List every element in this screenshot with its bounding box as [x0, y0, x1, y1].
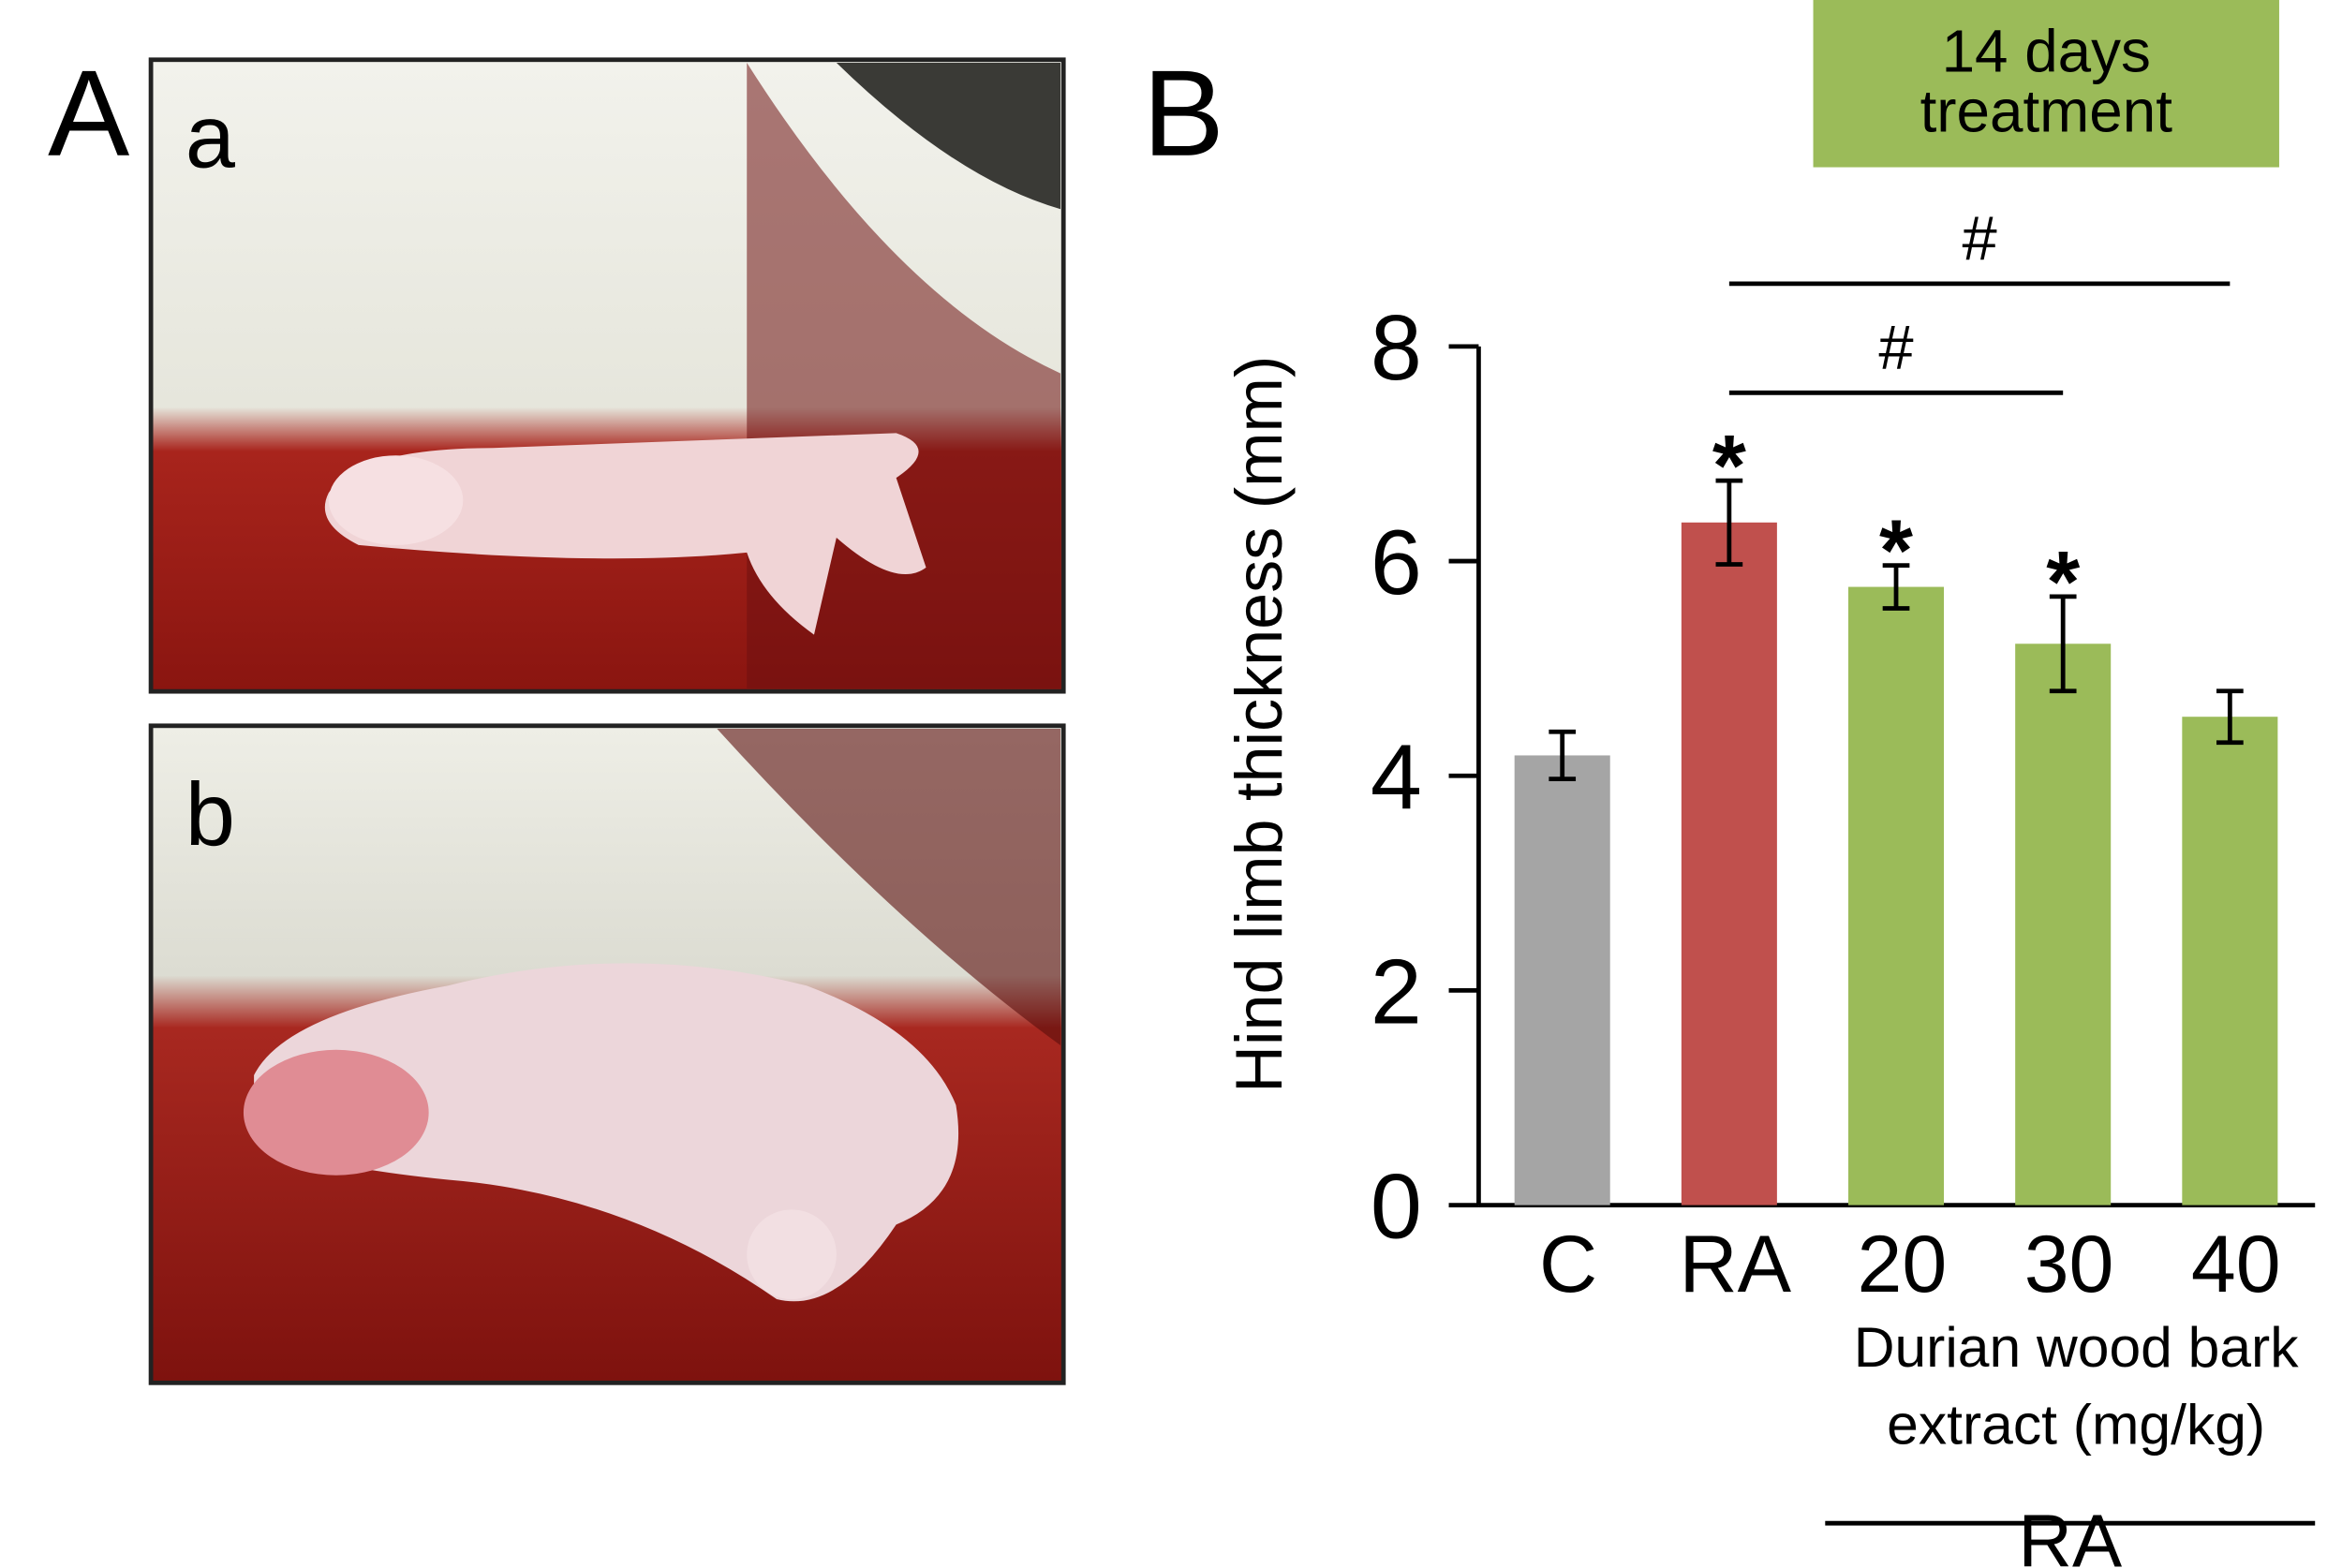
comparison-label: # — [1878, 313, 1913, 383]
photo-label: a — [185, 87, 236, 187]
y-tick-label: 4 — [1371, 725, 1422, 828]
x-group-label: Durian wood bark — [1854, 1315, 2299, 1379]
y-tick-label: 6 — [1371, 510, 1422, 614]
bar — [1514, 755, 1610, 1206]
x-tick-label: RA — [1679, 1220, 1791, 1309]
significance-mark: * — [1879, 502, 1913, 599]
photo-b — [148, 723, 1066, 1385]
y-tick-label: 2 — [1371, 939, 1422, 1043]
x-group-label: extract (mg/kg) — [1887, 1393, 2265, 1457]
bar — [1681, 522, 1777, 1206]
bar — [2015, 643, 2112, 1206]
y-tick-label: 0 — [1371, 1155, 1422, 1258]
photo-label: b — [185, 764, 235, 865]
y-tick-label: 8 — [1371, 296, 1422, 399]
y-axis-label: Hind limb thickness (mm) — [1223, 356, 1296, 1093]
note-text: 14 days — [1942, 18, 2151, 85]
significance-mark: * — [1712, 417, 1746, 514]
comparison-label: # — [1962, 203, 1996, 274]
bar — [2182, 717, 2278, 1206]
x-tick-label: 30 — [2024, 1220, 2114, 1309]
note-text: treatment — [1920, 77, 2173, 144]
panel-label: B — [1143, 45, 1224, 182]
x-tick-label: 40 — [2191, 1220, 2281, 1309]
x-tick-label: 20 — [1858, 1220, 1948, 1309]
significance-mark: * — [2046, 533, 2080, 630]
x-outer-label: RA — [2018, 1499, 2122, 1568]
x-tick-label: C — [1539, 1220, 1597, 1309]
panel-label: A — [48, 45, 129, 182]
note-box — [1813, 0, 2279, 168]
bar — [1848, 586, 1945, 1206]
photo-a — [148, 57, 1066, 694]
